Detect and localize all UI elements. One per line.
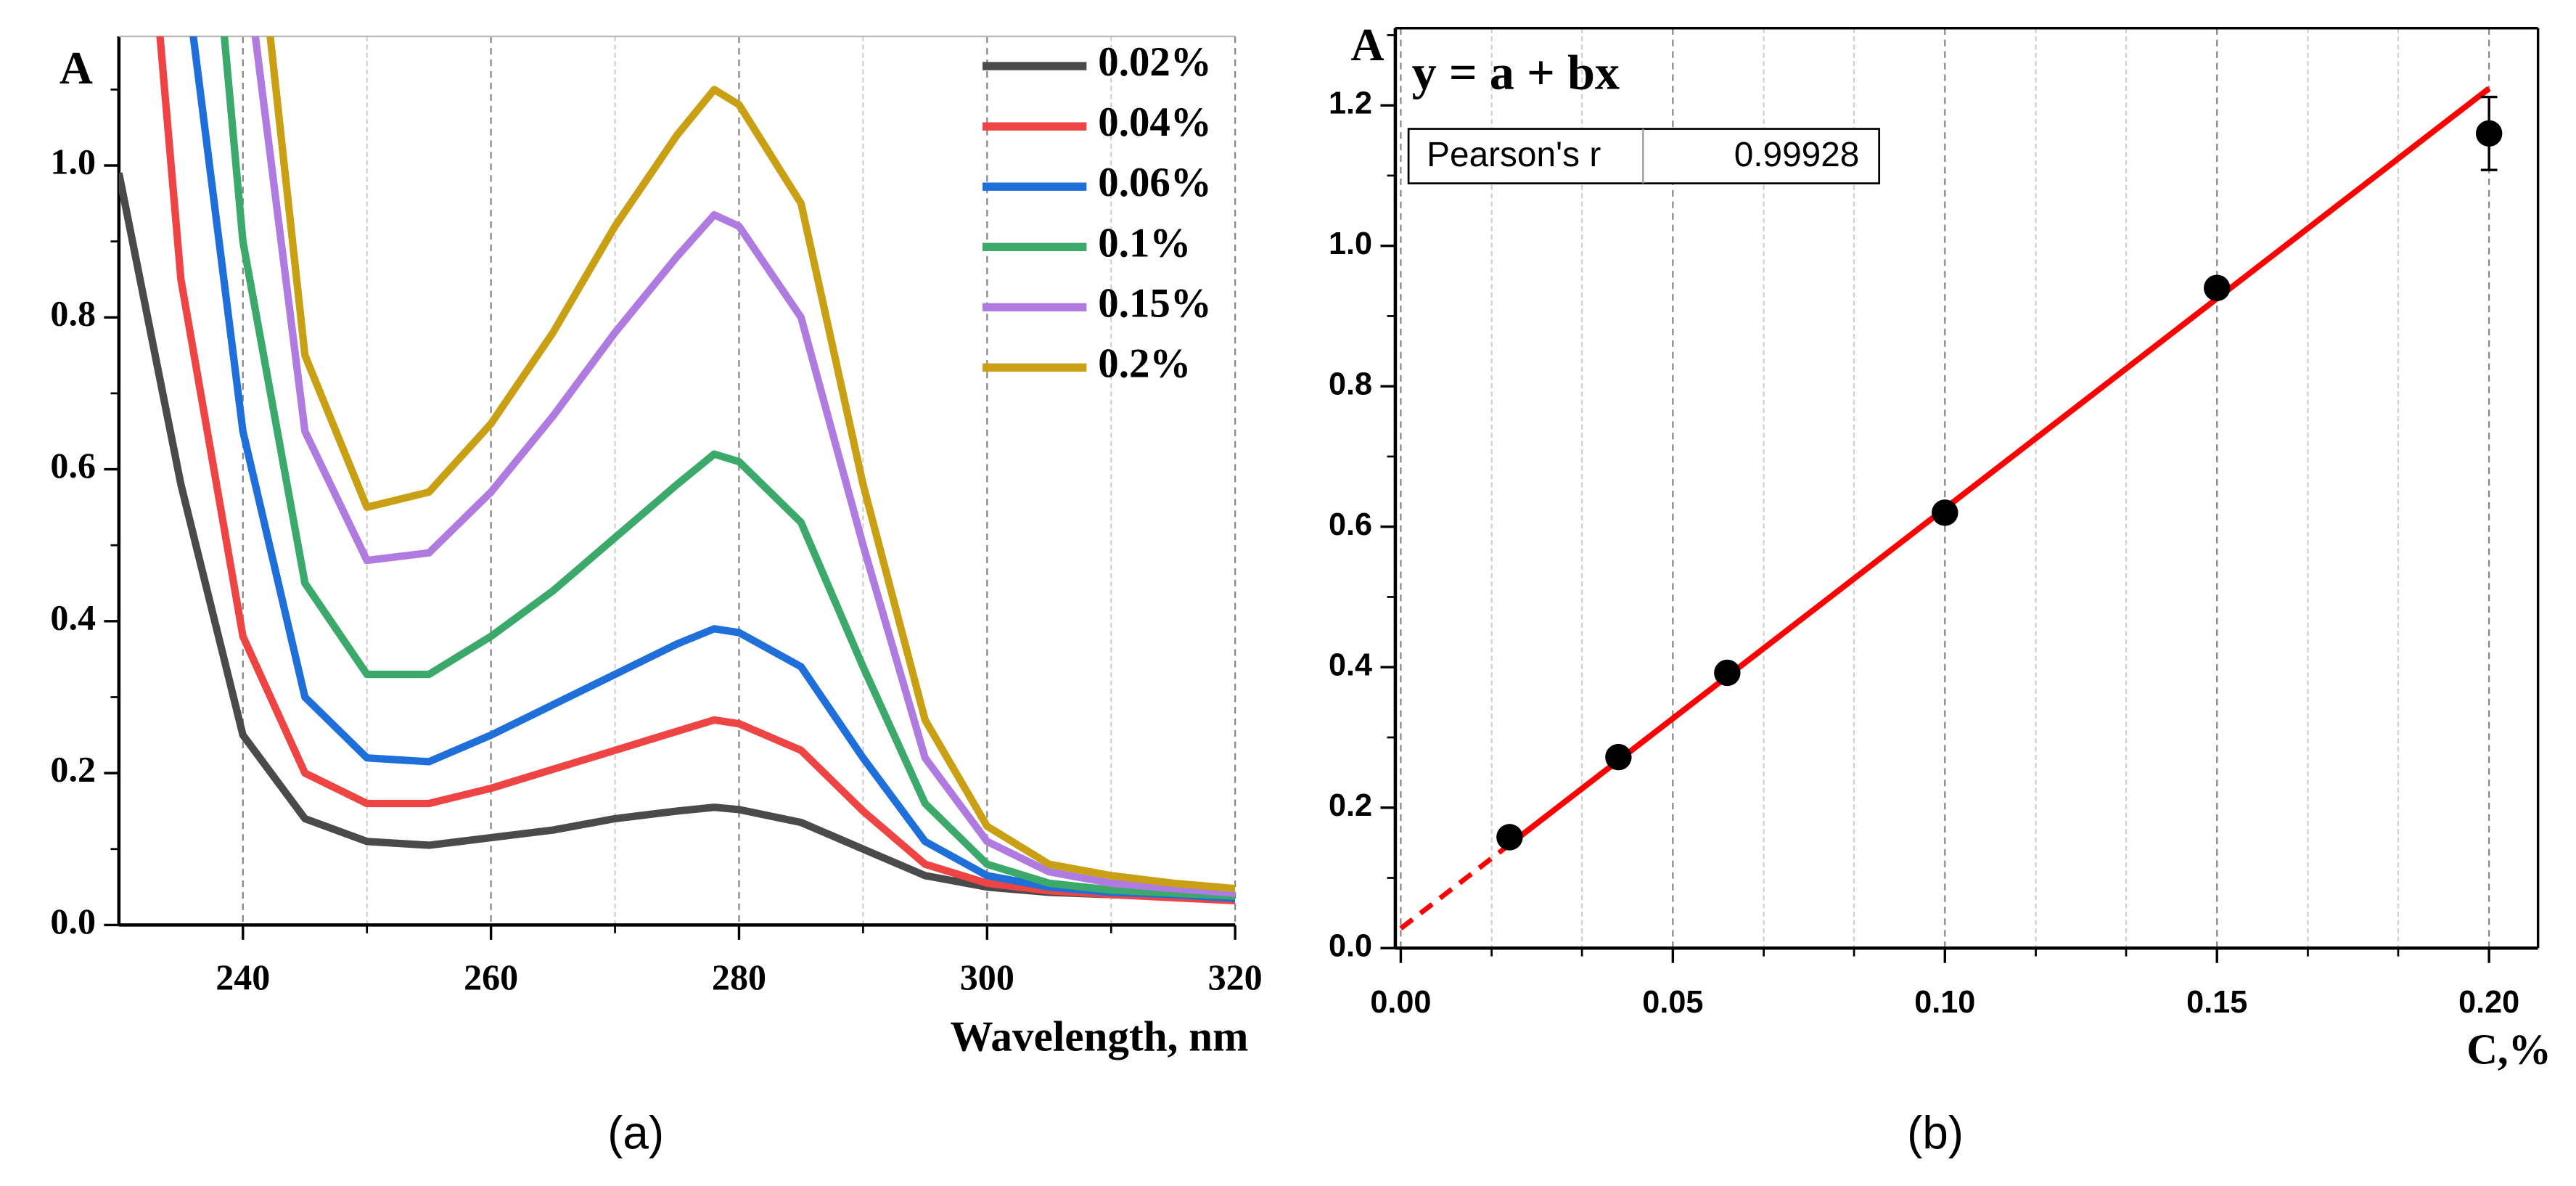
data-point	[1605, 743, 1632, 771]
data-point	[2475, 120, 2503, 147]
legend-label: 0.04%	[1098, 99, 1211, 145]
x-tick-label: 280	[712, 957, 766, 997]
y-tick-label: 0.8	[1329, 367, 1372, 402]
x-tick-label: 0.10	[1914, 985, 1975, 1020]
y-tick-label: 0.6	[1329, 507, 1372, 542]
fit-equation: y = a + bx	[1412, 45, 1620, 100]
y-tick-label: 1.0	[1329, 226, 1372, 261]
series-line	[251, 36, 1236, 897]
x-axis-label: Wavelength, nm	[951, 1012, 1249, 1060]
y-tick-label: 1.0	[50, 141, 96, 181]
x-tick-label: 0.20	[2458, 985, 2519, 1020]
x-tick-label: 240	[216, 957, 270, 997]
x-tick-label: 320	[1208, 957, 1263, 997]
x-tick-label: 0.00	[1370, 985, 1431, 1020]
caption: (b)	[1907, 1107, 1964, 1159]
series-line	[189, 36, 1236, 902]
x-tick-label: 0.15	[2186, 985, 2247, 1020]
caption: (a)	[607, 1107, 664, 1159]
y-tick-label: 0.2	[50, 749, 96, 790]
plot-area	[118, 36, 1236, 905]
y-axis-label: A	[60, 42, 93, 94]
y-tick-label: 0.8	[50, 293, 96, 334]
data-point	[1714, 659, 1741, 687]
y-tick-label: 0.0	[1329, 929, 1372, 964]
y-tick-label: 0.0	[50, 901, 96, 941]
legend-label: 0.1%	[1098, 220, 1191, 266]
x-axis-label: C,%	[2466, 1025, 2551, 1073]
data-point	[1496, 824, 1523, 851]
y-tick-label: 1.2	[1329, 86, 1372, 121]
x-tick-label: 0.05	[1642, 985, 1703, 1020]
y-tick-label: 0.4	[50, 597, 96, 637]
y-tick-label: 0.2	[1329, 788, 1372, 823]
data-point	[1932, 499, 1958, 526]
y-tick-label: 0.6	[50, 445, 96, 486]
series-line	[266, 36, 1236, 893]
data-point	[2204, 274, 2231, 301]
legend-label: 0.02%	[1098, 39, 1211, 85]
stats-label: Pearson's r	[1427, 136, 1601, 174]
legend-label: 0.15%	[1098, 280, 1211, 326]
stats-value: 0.99928	[1734, 136, 1860, 174]
plot-area	[1399, 86, 2503, 931]
fit-line	[1507, 86, 2491, 847]
legend-label: 0.2%	[1098, 340, 1191, 386]
x-tick-label: 260	[464, 957, 518, 997]
series-line	[156, 36, 1236, 905]
fit-extrapolation	[1399, 842, 1511, 931]
legend-label: 0.06%	[1098, 160, 1211, 205]
y-tick-label: 0.4	[1329, 648, 1372, 683]
x-tick-label: 300	[960, 957, 1014, 997]
series-line	[220, 36, 1236, 900]
y-axis-label: A	[1350, 19, 1384, 70]
